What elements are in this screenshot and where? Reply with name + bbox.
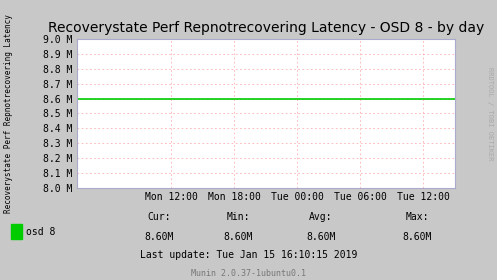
Text: Min:: Min: [227, 212, 250, 222]
Text: Munin 2.0.37-1ubuntu0.1: Munin 2.0.37-1ubuntu0.1 [191, 269, 306, 277]
Text: Recoverystate Perf Repnotrecovering Latency: Recoverystate Perf Repnotrecovering Late… [4, 14, 13, 213]
Text: osd 8: osd 8 [26, 227, 55, 237]
Text: Max:: Max: [406, 212, 429, 222]
Text: 8.60M: 8.60M [306, 232, 335, 242]
Text: 8.60M: 8.60M [403, 232, 432, 242]
Text: Last update: Tue Jan 15 16:10:15 2019: Last update: Tue Jan 15 16:10:15 2019 [140, 250, 357, 260]
Text: 8.60M: 8.60M [224, 232, 253, 242]
Text: 8.60M: 8.60M [144, 232, 174, 242]
Title: Recoverystate Perf Repnotrecovering Latency - OSD 8 - by day: Recoverystate Perf Repnotrecovering Late… [48, 21, 484, 35]
Text: Cur:: Cur: [147, 212, 171, 222]
Text: Avg:: Avg: [309, 212, 332, 222]
Text: RRDTOOL / TOBI OETIKER: RRDTOOL / TOBI OETIKER [487, 67, 493, 160]
